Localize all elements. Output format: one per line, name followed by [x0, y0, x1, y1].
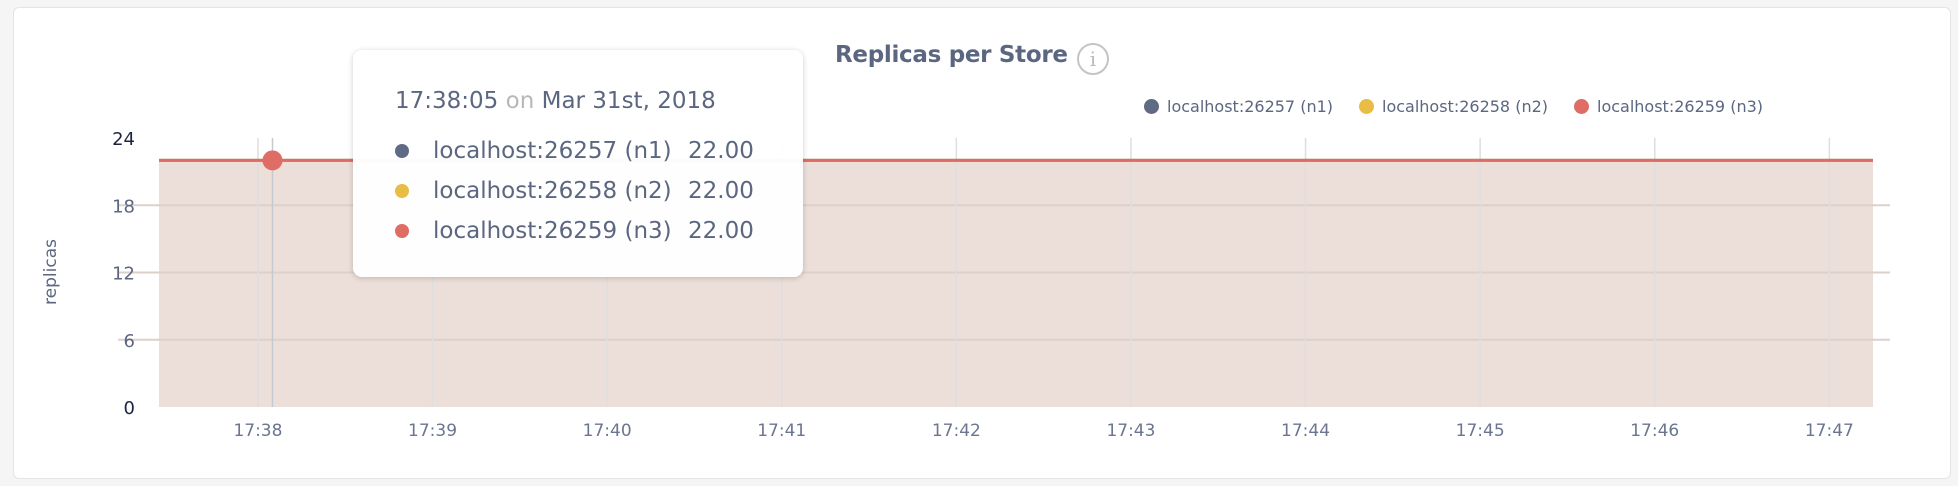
x-tick-label: 17:38 [233, 421, 282, 441]
tooltip-series-name: localhost:26258 (n2) [433, 178, 672, 204]
tooltip-dot-n3 [395, 224, 409, 238]
tooltip-timestamp: 17:38:05 on Mar 31st, 2018 [395, 88, 716, 114]
y-tick-label: 0 [124, 398, 135, 419]
legend: localhost:26257 (n1) localhost:26258 (n2… [1144, 97, 1763, 116]
tooltip-series-name: localhost:26257 (n1) [433, 138, 672, 164]
chart-title: Replicas per Store [835, 42, 1068, 68]
legend-item-n1[interactable]: localhost:26257 (n1) [1144, 97, 1333, 116]
hover-point [262, 150, 283, 171]
tooltip-value: 22.00 [688, 178, 754, 204]
legend-label: localhost:26259 (n3) [1597, 97, 1763, 116]
legend-label: localhost:26258 (n2) [1382, 97, 1548, 116]
x-tick-label: 17:42 [932, 421, 981, 441]
info-circle-icon[interactable]: i [1077, 43, 1109, 75]
x-tick-label: 17:43 [1106, 421, 1155, 441]
tooltip-time: 17:38:05 [395, 88, 499, 114]
tooltip-dot-n1 [395, 144, 409, 158]
tooltip-series-name: localhost:26259 (n3) [433, 218, 672, 244]
legend-item-n2[interactable]: localhost:26258 (n2) [1359, 97, 1548, 116]
y-tick-label: 18 [112, 196, 135, 217]
tooltip-row: localhost:26258 (n2) 22.00 [395, 178, 754, 204]
tooltip-row: localhost:26257 (n1) 22.00 [395, 138, 754, 164]
y-tick-label: 6 [124, 331, 135, 352]
hover-tooltip: 17:38:05 on Mar 31st, 2018 localhost:262… [353, 50, 803, 277]
x-tick-label: 17:40 [583, 421, 632, 441]
legend-item-n3[interactable]: localhost:26259 (n3) [1574, 97, 1763, 116]
x-tick-label: 17:45 [1456, 421, 1505, 441]
x-tick-label: 17:47 [1805, 421, 1854, 441]
legend-dot-n2 [1359, 99, 1374, 114]
x-tick-label: 17:41 [757, 421, 806, 441]
x-tick-label: 17:39 [408, 421, 457, 441]
tooltip-value: 22.00 [688, 138, 754, 164]
tooltip-row: localhost:26259 (n3) 22.00 [395, 218, 754, 244]
tooltip-value: 22.00 [688, 218, 754, 244]
x-tick-label: 17:44 [1281, 421, 1330, 441]
tooltip-date: Mar 31st, 2018 [541, 88, 716, 114]
legend-dot-n1 [1144, 99, 1159, 114]
y-tick-label: 24 [112, 129, 135, 150]
x-tick-label: 17:46 [1630, 421, 1679, 441]
y-tick-label: 12 [112, 264, 135, 285]
tooltip-on: on [505, 88, 535, 114]
legend-label: localhost:26257 (n1) [1167, 97, 1333, 116]
y-axis-label: replicas [41, 239, 61, 305]
tooltip-dot-n2 [395, 184, 409, 198]
legend-dot-n3 [1574, 99, 1589, 114]
